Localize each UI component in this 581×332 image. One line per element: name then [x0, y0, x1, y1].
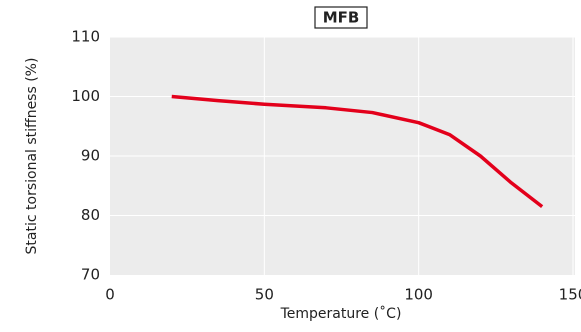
y-tick-label: 110: [71, 28, 100, 46]
title-box: [314, 6, 368, 29]
y-tick-label: 80: [81, 206, 100, 224]
y-axis-label: Static torsional stiffness (%): [24, 58, 40, 255]
x-tick-label: 150: [559, 286, 581, 304]
y-tick-label: 90: [81, 147, 100, 165]
x-tick-label: 0: [105, 286, 115, 304]
y-tick-label: 100: [71, 87, 100, 105]
x-tick-label: 100: [404, 286, 433, 304]
data-line: [171, 94, 544, 208]
x-tick-label: 50: [255, 286, 274, 304]
x-axis-label: Temperature (˚C): [280, 305, 402, 322]
y-tick-label: 70: [81, 266, 100, 284]
chart-title: MFB: [323, 9, 360, 27]
